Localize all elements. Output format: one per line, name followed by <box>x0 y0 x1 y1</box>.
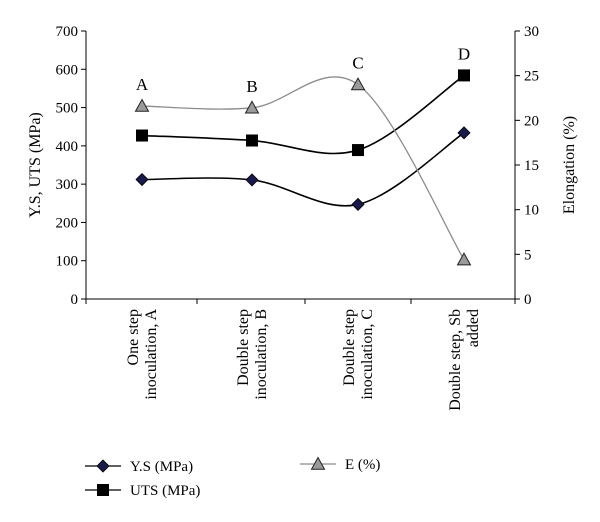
legend-label: UTS (MPa) <box>130 483 200 499</box>
data-point-diamond <box>457 126 471 140</box>
data-point-square <box>352 144 364 157</box>
series-line-square <box>141 74 465 155</box>
right-tick-label: 30 <box>524 24 539 40</box>
legend-marker-triangle <box>310 456 326 470</box>
series-line-diamond <box>141 132 465 207</box>
axis-labels: Y.S, UTS (MPa) Elongation (%)One step inoc… <box>27 44 578 410</box>
series-layer <box>134 69 472 266</box>
legend-marker-square <box>97 484 109 496</box>
right-tick-label: 5 <box>524 247 532 263</box>
data-point-square <box>136 129 148 142</box>
data-point-triangle <box>350 77 366 91</box>
left-tick-label: 0 <box>71 292 79 308</box>
right-tick-label: 10 <box>524 203 539 219</box>
right-tick-label: 25 <box>524 69 539 85</box>
left-tick-label: 100 <box>56 254 79 270</box>
left-tick-label: 500 <box>56 101 79 117</box>
right-tick-label: 0 <box>524 292 532 308</box>
point-label: B <box>246 77 257 96</box>
category-label: Double step <box>341 309 358 386</box>
data-point-square <box>246 134 258 147</box>
legend-label: Y.S (MPa) <box>130 459 193 475</box>
category-label: inoculation, B <box>253 309 270 400</box>
legend-label: E (%) <box>345 457 380 473</box>
data-point-diamond <box>351 197 365 211</box>
y-axis-title: Y.S, UTS (MPa) <box>27 112 44 218</box>
data-point-diamond <box>135 172 149 187</box>
category-label: One step <box>125 309 142 365</box>
data-point-triangle <box>244 100 260 114</box>
series-line-triangle <box>141 76 465 261</box>
category-label: Double step, Sb <box>447 309 464 411</box>
category-label: inoculation, C <box>359 309 376 400</box>
left-tick-label: 300 <box>56 177 79 193</box>
left-tick-label: 700 <box>56 24 79 40</box>
data-point-triangle <box>134 98 150 112</box>
left-tick-label: 600 <box>56 62 79 78</box>
category-label: Double step <box>235 309 252 386</box>
left-tick-label: 400 <box>56 139 79 155</box>
legend: Y.S (MPa) UTS (MPa) E (%) <box>85 456 380 499</box>
data-point-diamond <box>245 173 259 187</box>
point-label: D <box>458 44 470 63</box>
point-label: A <box>136 75 149 94</box>
axes: 0 100 200 300 400 500 600 700 0 5 10 15 20 25 30 <box>56 24 540 308</box>
data-point-square <box>458 69 470 82</box>
category-label: inoculation, A <box>143 309 160 400</box>
category-label: added <box>465 309 482 347</box>
point-label: C <box>352 54 363 73</box>
left-tick-label: 200 <box>56 215 79 231</box>
legend-marker-diamond <box>96 459 110 473</box>
right-tick-label: 15 <box>524 158 539 174</box>
y2-axis-title: Elongation (%) <box>561 116 578 214</box>
data-point-triangle <box>456 252 472 266</box>
right-tick-label: 20 <box>524 113 539 129</box>
